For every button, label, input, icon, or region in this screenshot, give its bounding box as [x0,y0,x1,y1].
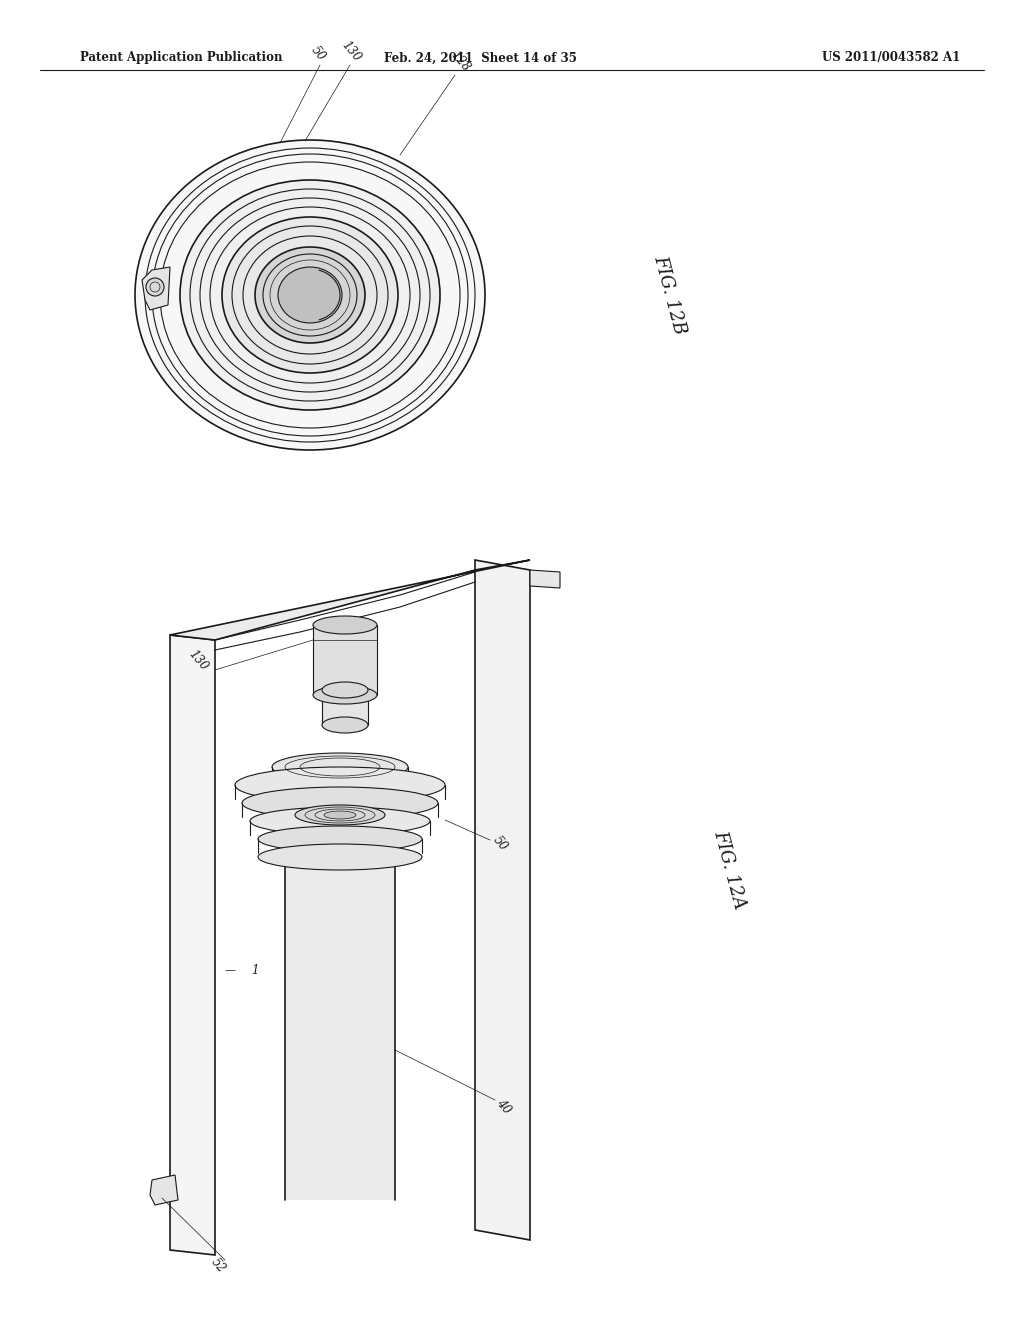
Polygon shape [322,690,368,725]
Polygon shape [530,570,560,587]
Ellipse shape [250,807,430,836]
Ellipse shape [324,810,356,818]
Text: 1: 1 [251,964,259,977]
Text: 40: 40 [495,1096,514,1115]
Ellipse shape [234,767,445,803]
Ellipse shape [258,843,422,870]
Polygon shape [475,560,530,1239]
Text: 130: 130 [185,647,210,673]
Polygon shape [142,267,170,310]
Text: Patent Application Publication: Patent Application Publication [80,51,283,65]
Ellipse shape [278,267,342,323]
Ellipse shape [222,216,398,374]
Text: 50: 50 [308,44,328,63]
Polygon shape [313,624,377,696]
Polygon shape [285,780,395,1200]
Text: FIG. 12A: FIG. 12A [711,829,750,911]
Ellipse shape [295,805,385,825]
Ellipse shape [313,616,377,634]
Text: Feb. 24, 2011  Sheet 14 of 35: Feb. 24, 2011 Sheet 14 of 35 [384,51,577,65]
Polygon shape [170,560,530,640]
Ellipse shape [242,787,438,818]
Ellipse shape [285,766,395,795]
Ellipse shape [313,686,377,704]
Polygon shape [150,1175,178,1205]
Ellipse shape [258,826,422,851]
Text: 52: 52 [208,1255,227,1275]
Polygon shape [170,635,215,1255]
Ellipse shape [146,279,164,296]
Text: 50: 50 [490,833,510,853]
Ellipse shape [255,247,365,343]
Text: —: — [224,965,236,975]
Text: 128: 128 [447,49,472,74]
Text: 130: 130 [339,38,364,63]
Ellipse shape [322,717,368,733]
Text: US 2011/0043582 A1: US 2011/0043582 A1 [821,51,961,65]
Ellipse shape [180,180,440,411]
Text: FIG. 12B: FIG. 12B [651,253,689,337]
Ellipse shape [135,140,485,450]
Ellipse shape [272,752,408,781]
Ellipse shape [322,682,368,698]
